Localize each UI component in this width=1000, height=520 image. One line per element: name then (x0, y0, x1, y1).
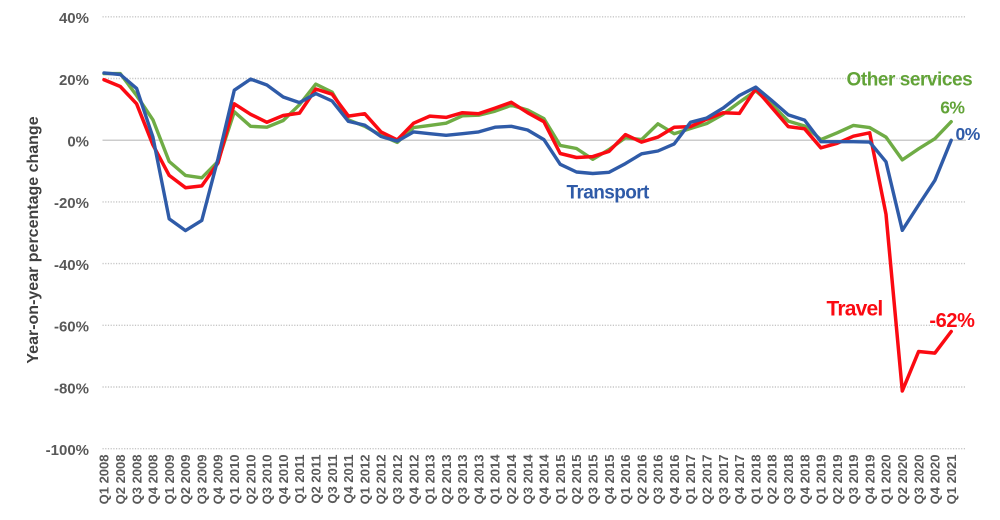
svg-text:Q1 2013: Q1 2013 (423, 455, 438, 505)
svg-text:Q4 2017: Q4 2017 (732, 455, 747, 505)
svg-text:Q1 2016: Q1 2016 (618, 455, 633, 505)
svg-text:-40%: -40% (54, 257, 89, 274)
svg-text:Q1 2011: Q1 2011 (292, 455, 307, 504)
svg-text:Q2 2014: Q2 2014 (504, 454, 519, 505)
svg-text:Q1 2009: Q1 2009 (162, 455, 177, 505)
svg-text:-20%: -20% (54, 195, 89, 212)
svg-text:Q1 2014: Q1 2014 (488, 454, 503, 505)
svg-text:Q2 2012: Q2 2012 (374, 455, 389, 505)
svg-text:Q3 2015: Q3 2015 (586, 455, 601, 505)
svg-text:Q4 2008: Q4 2008 (146, 455, 161, 505)
svg-text:Q3 2019: Q3 2019 (846, 455, 861, 505)
svg-text:Q2 2019: Q2 2019 (830, 455, 845, 505)
svg-text:Q3 2018: Q3 2018 (781, 455, 796, 505)
svg-text:Other services: Other services (847, 70, 973, 91)
svg-text:Q1 2015: Q1 2015 (553, 455, 568, 505)
svg-text:0%: 0% (67, 134, 89, 151)
svg-text:Q1 2012: Q1 2012 (357, 455, 372, 505)
svg-text:Q1 2019: Q1 2019 (814, 455, 829, 505)
svg-text:Q1 2021: Q1 2021 (944, 455, 959, 505)
svg-text:Q3 2008: Q3 2008 (129, 455, 144, 505)
svg-text:6%: 6% (940, 98, 965, 118)
svg-text:Q2 2020: Q2 2020 (895, 455, 910, 505)
svg-text:Q4 2012: Q4 2012 (406, 455, 421, 505)
svg-text:Q2 2017: Q2 2017 (700, 455, 715, 505)
svg-text:0%: 0% (956, 124, 981, 144)
svg-text:Q4 2020: Q4 2020 (928, 455, 943, 505)
svg-text:-62%: -62% (929, 310, 975, 332)
svg-text:Q4 2018: Q4 2018 (797, 455, 812, 505)
svg-text:-100%: -100% (46, 442, 89, 459)
svg-text:20%: 20% (59, 72, 89, 89)
svg-text:Travel: Travel (827, 298, 883, 321)
svg-text:Q2 2010: Q2 2010 (243, 455, 258, 505)
svg-text:Q4 2019: Q4 2019 (862, 455, 877, 505)
svg-text:-60%: -60% (54, 319, 89, 336)
svg-text:Q4 2015: Q4 2015 (602, 455, 617, 505)
svg-text:Q4 2016: Q4 2016 (667, 455, 682, 505)
svg-text:Q3 2014: Q3 2014 (520, 454, 535, 505)
svg-text:Q1 2017: Q1 2017 (683, 455, 698, 505)
svg-text:Q2 2015: Q2 2015 (569, 455, 584, 505)
svg-text:Q1 2018: Q1 2018 (748, 455, 763, 505)
svg-text:Q2 2018: Q2 2018 (765, 455, 780, 505)
svg-text:Q3 2017: Q3 2017 (716, 455, 731, 505)
svg-text:Q3 2011: Q3 2011 (325, 455, 340, 504)
svg-text:Q4 2013: Q4 2013 (471, 455, 486, 505)
svg-text:Transport: Transport (567, 183, 650, 204)
svg-text:Q2 2011: Q2 2011 (309, 455, 324, 504)
svg-text:Q3 2010: Q3 2010 (260, 455, 275, 505)
svg-text:Q3 2012: Q3 2012 (390, 455, 405, 505)
svg-text:Q3 2013: Q3 2013 (455, 455, 470, 505)
svg-text:Year-on-year percentage change: Year-on-year percentage change (25, 116, 42, 363)
svg-text:Q4 2010: Q4 2010 (276, 455, 291, 505)
svg-text:Q2 2013: Q2 2013 (439, 455, 454, 505)
svg-text:Q4 2009: Q4 2009 (211, 455, 226, 505)
svg-text:Q4 2011: Q4 2011 (341, 455, 356, 504)
svg-text:Q3 2016: Q3 2016 (651, 455, 666, 505)
svg-text:40%: 40% (59, 10, 89, 27)
svg-text:Q1 2008: Q1 2008 (97, 455, 112, 505)
svg-text:Q2 2009: Q2 2009 (178, 455, 193, 505)
svg-text:-80%: -80% (54, 380, 89, 397)
svg-text:Q3 2020: Q3 2020 (911, 455, 926, 505)
svg-text:Q1 2020: Q1 2020 (879, 455, 894, 505)
svg-text:Q1 2010: Q1 2010 (227, 455, 242, 505)
svg-text:Q3 2009: Q3 2009 (195, 455, 210, 505)
svg-text:Q4 2014: Q4 2014 (537, 454, 552, 505)
svg-text:Q2 2008: Q2 2008 (113, 455, 128, 505)
svg-text:Q2 2016: Q2 2016 (634, 455, 649, 505)
